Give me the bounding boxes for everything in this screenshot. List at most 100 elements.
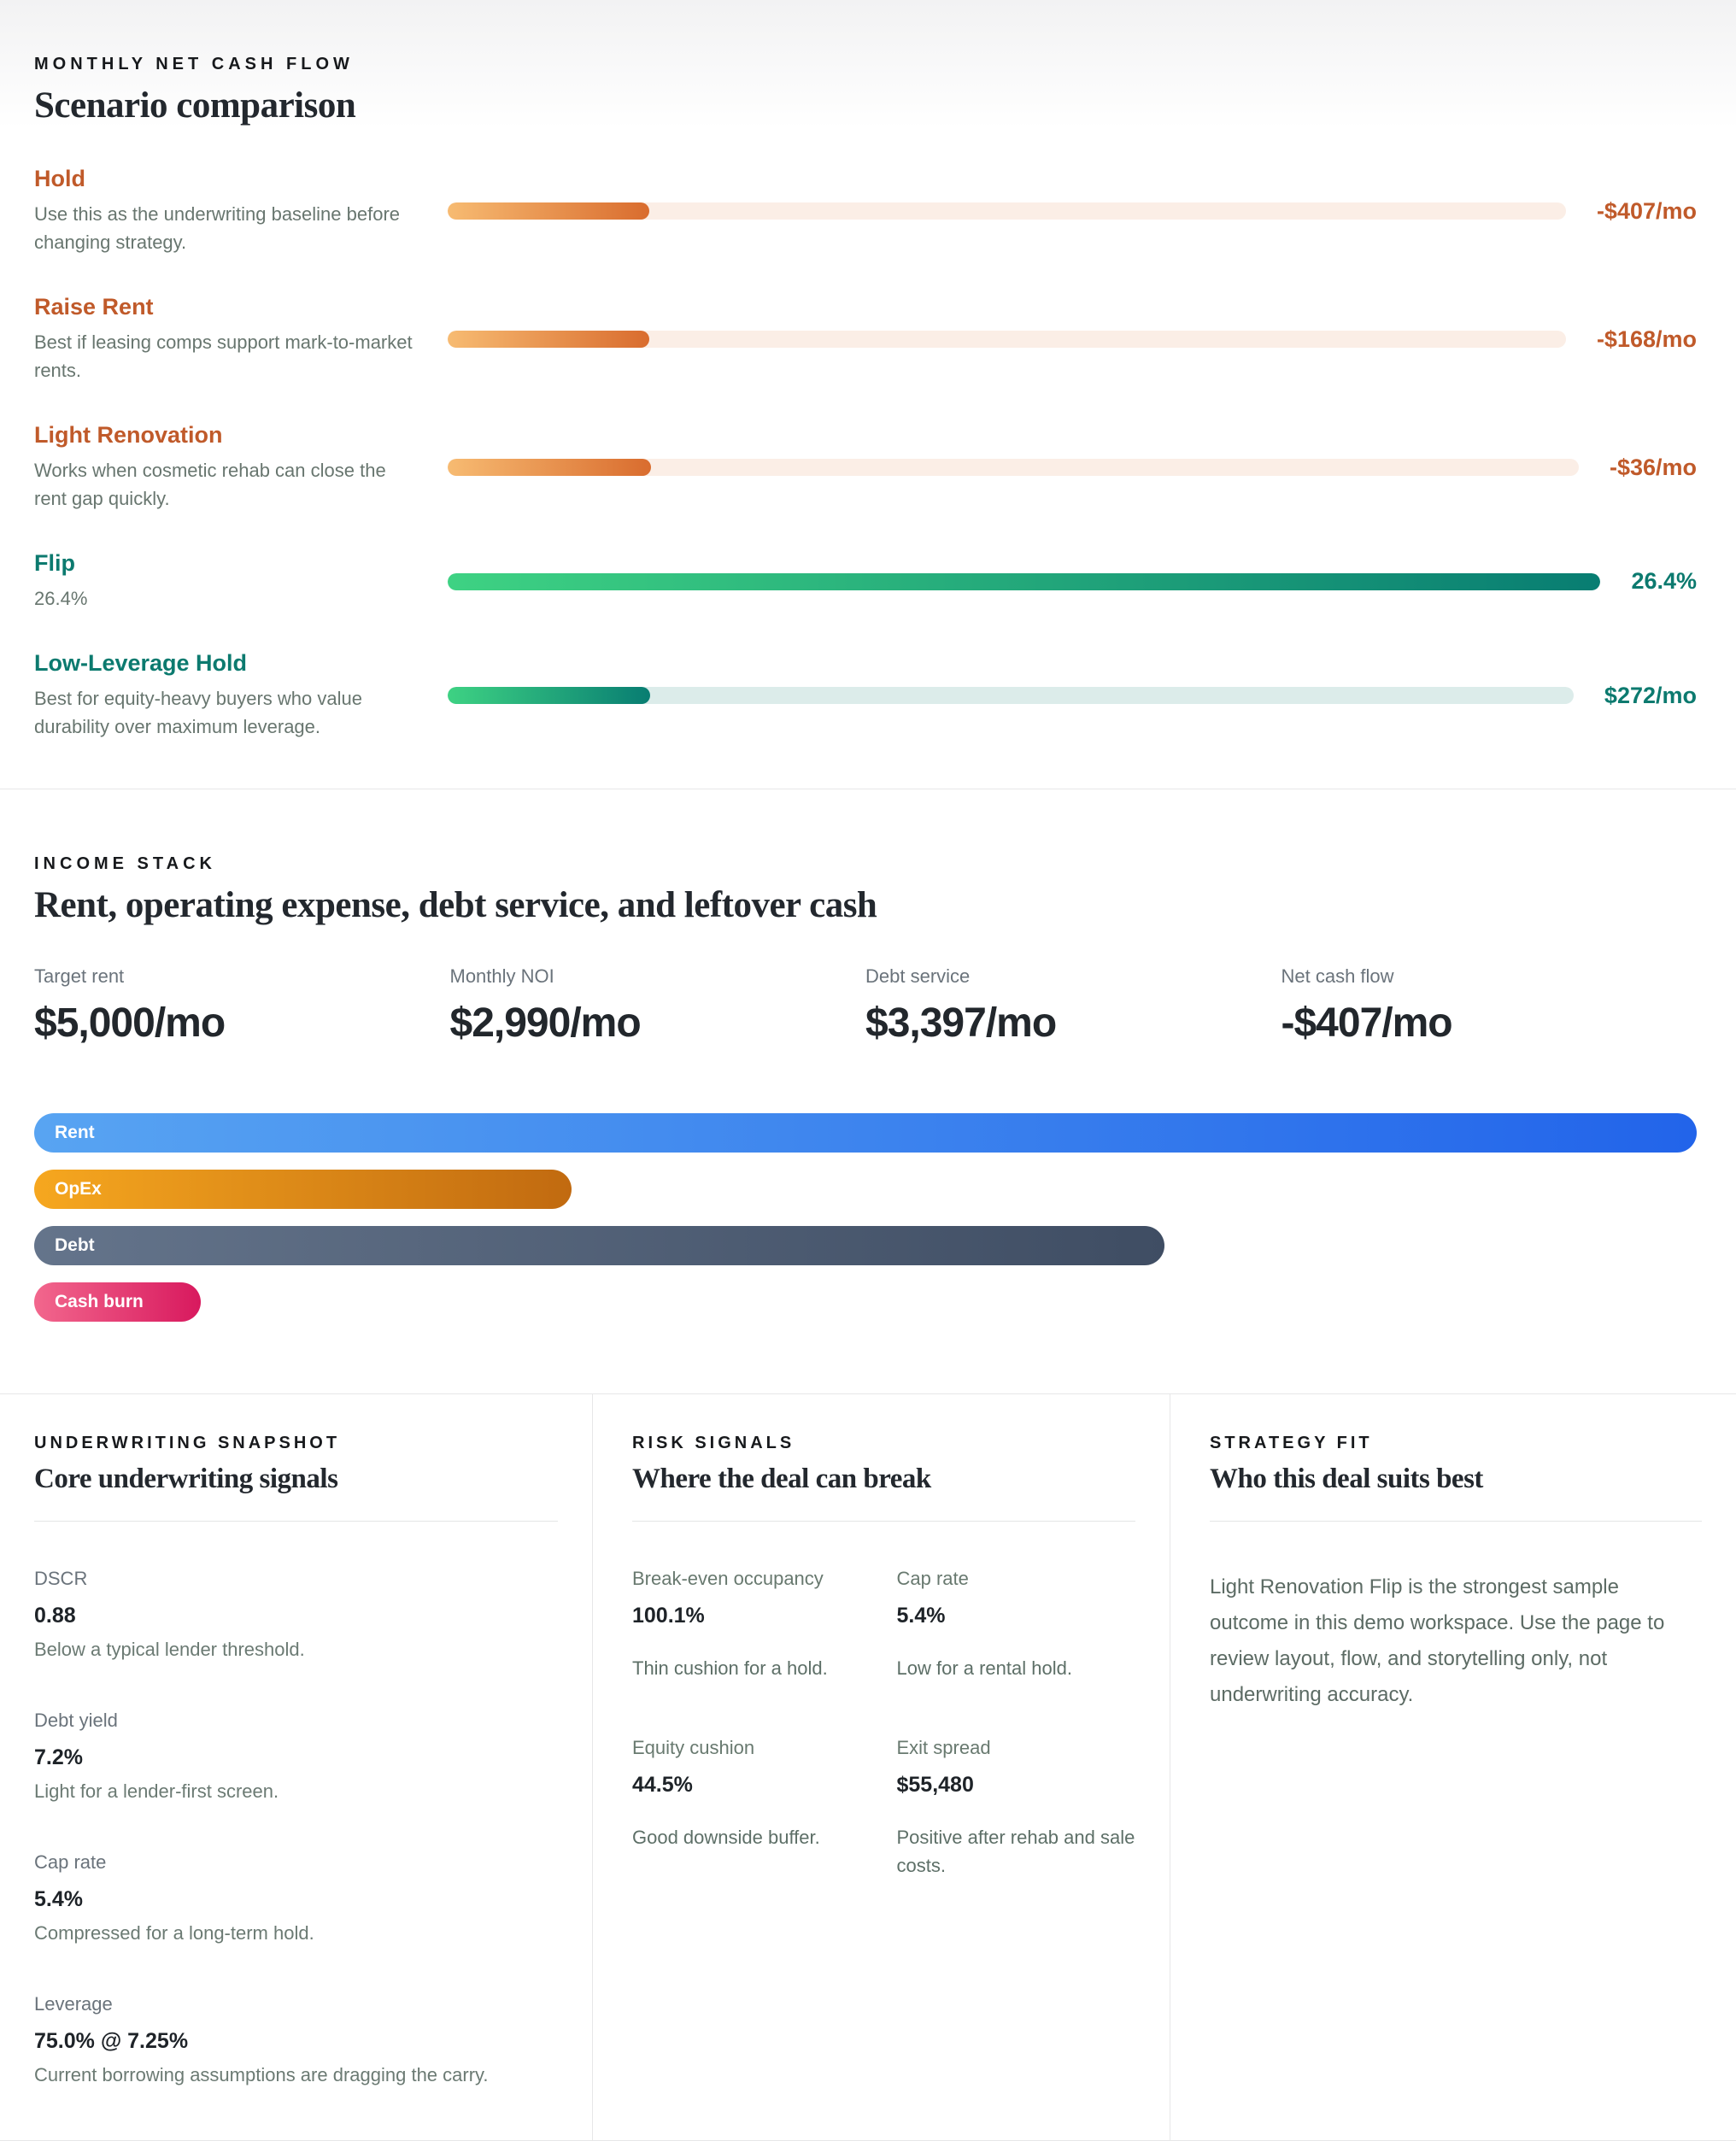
metric-description: Current borrowing assumptions are draggi… xyxy=(34,2064,489,2085)
scenario-value: $272/mo xyxy=(1604,682,1697,708)
scenario-bar-track xyxy=(448,572,1601,590)
scenario-label-block: Light Renovation Works when cosmetic reh… xyxy=(34,422,417,513)
risk-signals-panel: RISK SIGNALS Where the deal can break Br… xyxy=(592,1394,1170,2140)
metric-label: Cap rate xyxy=(34,1851,107,1873)
scenario-value: 26.4% xyxy=(1631,568,1697,594)
stat-label: Debt service xyxy=(865,965,971,987)
scenario-description: Use this as the underwriting baseline be… xyxy=(34,203,401,253)
scenario-row-hold: Hold Use this as the underwriting baseli… xyxy=(34,166,1697,256)
scenario-bar-track xyxy=(448,459,1579,476)
stat-value: $2,990/mo xyxy=(449,1000,642,1046)
metric-cap-rate: Cap rate 5.4% Compressed for a long-term… xyxy=(34,1851,558,1947)
scenario-name: Raise Rent xyxy=(34,294,154,320)
scenario-bar-track xyxy=(448,202,1566,220)
risk-title: Where the deal can break xyxy=(632,1464,931,1494)
metric-label: Cap rate xyxy=(896,1568,969,1589)
income-eyebrow: INCOME STACK xyxy=(34,854,216,873)
scenario-eyebrow: MONTHLY NET CASH FLOW xyxy=(34,55,354,73)
scenario-value: -$168/mo xyxy=(1596,326,1697,352)
metric-debt-yield: Debt yield 7.2% Light for a lender-first… xyxy=(34,1710,558,1805)
scenario-rows: Hold Use this as the underwriting baseli… xyxy=(34,166,1697,741)
risk-cell-break-even-occupancy: Break-even occupancy 100.1% Thin cushion… xyxy=(632,1568,871,1682)
snapshot-eyebrow: UNDERWRITING SNAPSHOT xyxy=(34,1434,341,1452)
metric-value: 44.5% xyxy=(632,1773,693,1797)
metric-description: Thin cushion for a hold. xyxy=(632,1657,828,1679)
snapshot-title: Core underwriting signals xyxy=(34,1464,338,1494)
scenario-name: Light Renovation xyxy=(34,422,223,448)
scenario-value: -$407/mo xyxy=(1596,197,1697,224)
scenario-bar-fill xyxy=(448,331,649,348)
metric-value: 5.4% xyxy=(896,1604,946,1628)
scenario-description: 26.4% xyxy=(34,588,88,609)
rent-bar: Rent xyxy=(34,1113,1697,1153)
panel-divider xyxy=(1210,1521,1702,1522)
metric-description: Good downside buffer. xyxy=(632,1827,820,1848)
scenario-label-block: Low-Leverage Hold Best for equity-heavy … xyxy=(34,650,417,741)
income-stack-bars: Rent OpEx Debt Cash burn xyxy=(34,1113,1697,1322)
risk-cell-equity-cushion: Equity cushion 44.5% Good downside buffe… xyxy=(632,1737,871,1880)
metric-label: Equity cushion xyxy=(632,1737,755,1758)
metric-value: 5.4% xyxy=(34,1887,83,1911)
panel-divider xyxy=(632,1521,1135,1522)
scenario-name: Flip xyxy=(34,550,75,576)
metric-leverage: Leverage 75.0% @ 7.25% Current borrowing… xyxy=(34,1993,558,2089)
opex-bar-label: OpEx xyxy=(55,1179,102,1199)
strategy-eyebrow: STRATEGY FIT xyxy=(1210,1434,1373,1452)
debt-bar: Debt xyxy=(34,1226,1165,1265)
stat-label: Target rent xyxy=(34,965,125,987)
scenario-name: Low-Leverage Hold xyxy=(34,650,248,676)
strategy-title: Who this deal suits best xyxy=(1210,1464,1483,1494)
strategy-fit-panel: STRATEGY FIT Who this deal suits best Li… xyxy=(1170,1394,1736,2140)
risk-cell-cap-rate: Cap rate 5.4% Low for a rental hold. xyxy=(897,1568,1136,1682)
opex-bar: OpEx xyxy=(34,1170,572,1209)
scenario-description: Best if leasing comps support mark-to-ma… xyxy=(34,331,413,381)
metric-value: $55,480 xyxy=(896,1773,974,1797)
stat-net-cash-flow: Net cash flow -$407/mo xyxy=(1281,965,1698,1047)
metric-description: Positive after rehab and sale costs. xyxy=(896,1827,1135,1876)
bottom-panels-section: UNDERWRITING SNAPSHOT Core underwriting … xyxy=(0,1393,1736,2141)
metric-label: Debt yield xyxy=(34,1710,118,1731)
risk-cell-exit-spread: Exit spread $55,480 Positive after rehab… xyxy=(897,1737,1136,1880)
scenario-bar-track xyxy=(448,687,1574,704)
scenario-title: Scenario comparison xyxy=(34,85,356,126)
scenario-comparison-section: MONTHLY NET CASH FLOW Scenario compariso… xyxy=(0,0,1736,789)
stat-label: Monthly NOI xyxy=(449,965,554,987)
risk-grid: Break-even occupancy 100.1% Thin cushion… xyxy=(632,1568,1135,1880)
panel-divider xyxy=(34,1521,558,1522)
scenario-bar-track xyxy=(448,331,1566,348)
scenario-description: Best for equity-heavy buyers who value d… xyxy=(34,688,362,737)
scenario-row-light-renovation: Light Renovation Works when cosmetic reh… xyxy=(34,422,1697,513)
rent-bar-label: Rent xyxy=(55,1123,95,1142)
metric-description: Light for a lender-first screen. xyxy=(34,1780,279,1802)
metric-description: Below a typical lender threshold. xyxy=(34,1639,305,1660)
scenario-bar-fill xyxy=(448,687,651,704)
debt-bar-label: Debt xyxy=(55,1235,95,1255)
scenario-bar-fill xyxy=(448,459,652,476)
metric-value: 7.2% xyxy=(34,1745,83,1769)
cash-burn-bar: Cash burn xyxy=(34,1282,201,1322)
risk-eyebrow: RISK SIGNALS xyxy=(632,1434,795,1452)
metric-label: Break-even occupancy xyxy=(632,1568,824,1589)
metric-label: DSCR xyxy=(34,1568,88,1589)
stat-value: $5,000/mo xyxy=(34,1000,226,1046)
metric-label: Exit spread xyxy=(896,1737,991,1758)
metric-value: 0.88 xyxy=(34,1604,76,1628)
metric-value: 75.0% @ 7.25% xyxy=(34,2029,189,2053)
stat-value: $3,397/mo xyxy=(865,1000,1057,1046)
scenario-row-low-leverage-hold: Low-Leverage Hold Best for equity-heavy … xyxy=(34,650,1697,741)
scenario-bar-fill xyxy=(448,572,1601,590)
scenario-name: Hold xyxy=(34,166,85,191)
metric-label: Leverage xyxy=(34,1993,113,2015)
scenario-row-raise-rent: Raise Rent Best if leasing comps support… xyxy=(34,294,1697,384)
scenario-label-block: Hold Use this as the underwriting baseli… xyxy=(34,166,417,256)
scenario-row-flip: Flip 26.4% 26.4% xyxy=(34,550,1697,613)
income-stack-section: INCOME STACK Rent, operating expense, de… xyxy=(0,789,1736,1393)
stat-value: -$407/mo xyxy=(1281,1000,1453,1046)
stat-monthly-noi: Monthly NOI $2,990/mo xyxy=(450,965,866,1047)
scenario-label-block: Flip 26.4% xyxy=(34,550,417,613)
strategy-body-text: Light Renovation Flip is the strongest s… xyxy=(1210,1575,1665,1706)
stat-target-rent: Target rent $5,000/mo xyxy=(34,965,450,1047)
scenario-bar-fill xyxy=(448,202,649,220)
metric-description: Compressed for a long-term hold. xyxy=(34,1922,314,1944)
scenario-description: Works when cosmetic rehab can close the … xyxy=(34,460,386,509)
